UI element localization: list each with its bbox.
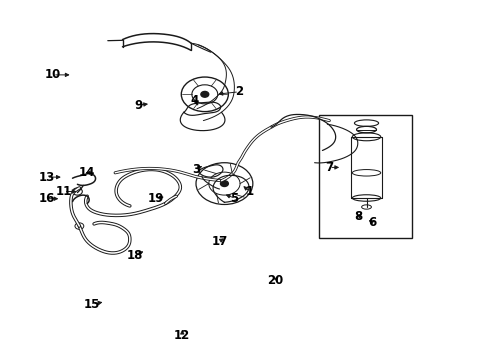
- Text: 10: 10: [45, 68, 61, 81]
- Text: 13: 13: [38, 171, 55, 184]
- Text: 16: 16: [38, 192, 55, 205]
- Text: 7: 7: [325, 161, 333, 174]
- Text: 9: 9: [134, 99, 142, 112]
- Text: 6: 6: [368, 216, 376, 229]
- Text: 17: 17: [211, 235, 228, 248]
- Bar: [319, 115, 412, 238]
- Text: 8: 8: [355, 210, 363, 223]
- Text: 12: 12: [174, 329, 191, 342]
- Circle shape: [220, 181, 228, 186]
- Text: 1: 1: [246, 185, 254, 198]
- Text: 14: 14: [79, 166, 96, 179]
- Text: 2: 2: [235, 85, 243, 98]
- Text: 19: 19: [147, 192, 164, 205]
- Text: 11: 11: [55, 185, 72, 198]
- Text: 15: 15: [84, 298, 100, 311]
- Text: 20: 20: [267, 274, 284, 287]
- Circle shape: [201, 91, 209, 97]
- Text: 18: 18: [126, 249, 143, 262]
- Text: 5: 5: [230, 192, 238, 204]
- Text: 4: 4: [191, 94, 199, 107]
- Text: 3: 3: [192, 163, 200, 176]
